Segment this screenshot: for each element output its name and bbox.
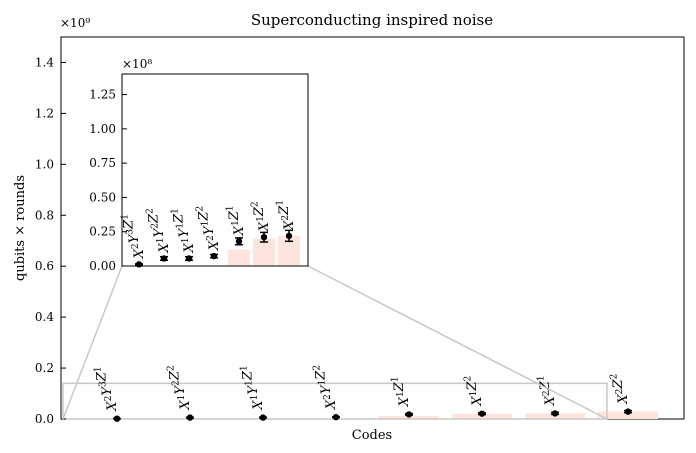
- zoom-connector: [307, 265, 608, 420]
- inset-background: [122, 74, 308, 266]
- y-tick-label: 1.2: [35, 106, 54, 120]
- inset-code-label: X2Z1: [276, 200, 297, 231]
- inset-y-tick-label: 0.50: [89, 190, 116, 204]
- code-label: X1Y2Z2: [166, 365, 193, 410]
- inset-data-point: [185, 255, 193, 262]
- inset-data-point: [260, 234, 268, 241]
- data-point: [551, 410, 559, 417]
- inset-frame: [121, 73, 309, 267]
- y-tick-label: 0.0: [35, 412, 54, 426]
- inset-y-multiplier: ×10⁸: [122, 57, 152, 71]
- data-point: [186, 414, 194, 421]
- data-point: [332, 413, 340, 421]
- inset-bar: [228, 249, 250, 266]
- inset-y-tick-label: 1.25: [89, 88, 116, 102]
- code-label: X2Z2: [610, 374, 631, 405]
- y-tick-label: 0.2: [35, 361, 54, 375]
- code-label: X1Y1Z1: [239, 365, 266, 410]
- y-multiplier: ×10⁹: [60, 16, 90, 30]
- inset-code-label: X1Z2: [251, 201, 272, 232]
- inset-code-label: X2Y3Z1: [120, 214, 147, 259]
- inset-code-label: X1Z1: [226, 205, 247, 236]
- inset-data-point: [285, 232, 293, 240]
- code-label: X1Z2: [464, 376, 485, 407]
- inset-y-tick-label: 1.00: [89, 122, 116, 136]
- code-label: X1Z1: [391, 377, 412, 408]
- code-label: X2Y3Z1: [93, 366, 120, 411]
- inset-code-label: X1Y1Z1: [170, 208, 197, 253]
- data-point: [259, 414, 267, 421]
- inset-data-point: [235, 238, 243, 245]
- data-point: [405, 411, 413, 418]
- zoom-connector: [62, 265, 123, 420]
- y-tick-label: 0.4: [35, 310, 54, 324]
- bar: [598, 411, 658, 419]
- inset-bar: [253, 238, 275, 266]
- inset-y-tick-label: 0.25: [89, 225, 116, 239]
- y-tick-label: 0.8: [35, 208, 54, 222]
- inset-data-point: [135, 261, 143, 268]
- inset-y-tick-label: 0.75: [89, 156, 116, 170]
- inset-bar: [278, 235, 300, 266]
- code-label: X2Z1: [537, 375, 558, 406]
- chart-title: Superconducting inspired noise: [251, 11, 493, 29]
- y-tick-label: 0.6: [35, 259, 54, 273]
- inset-data-point: [210, 252, 218, 260]
- y-axis-label: qubits × rounds: [13, 175, 28, 281]
- inset-code-label: X2Y1Z2: [195, 206, 222, 251]
- y-tick-label: 1.0: [35, 157, 54, 171]
- data-point: [624, 408, 632, 415]
- main-plot: X2Y3Z1X1Y2Z2X1Y1Z1X2Y1Z2X1Z1X1Z2X2Z1X2Z2…: [35, 36, 685, 426]
- code-label: X2Y1Z2: [312, 365, 339, 410]
- y-tick-label: 1.4: [35, 55, 54, 69]
- inset-data-point: [160, 255, 168, 262]
- inset-plot: X2Y3Z1X1Y2Z2X1Y1Z1X2Y1Z2X1Z1X1Z2X2Z10.00…: [62, 73, 608, 420]
- x-axis-label: Codes: [352, 428, 392, 443]
- inset-code-label: X1Y2Z2: [145, 208, 172, 253]
- inset-y-tick-label: 0.00: [89, 259, 116, 273]
- data-point: [478, 410, 486, 417]
- data-point: [113, 415, 121, 422]
